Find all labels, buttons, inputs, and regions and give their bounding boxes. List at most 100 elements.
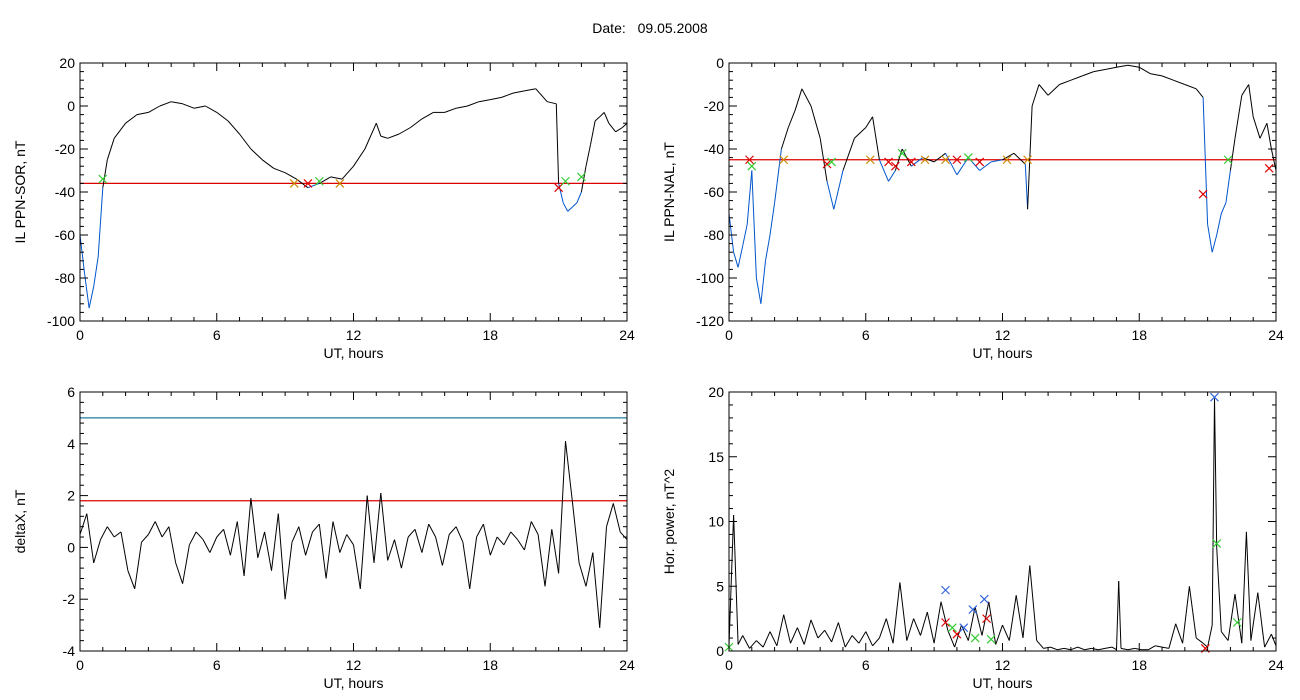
series-segment <box>1225 170 1231 203</box>
series-segment <box>1234 593 1243 644</box>
series-segment <box>1059 79 1072 85</box>
series-segment <box>113 122 126 139</box>
series-segment <box>512 90 525 94</box>
series-segment <box>1031 84 1040 107</box>
series-segment <box>551 529 560 574</box>
event-marker <box>1210 392 1219 402</box>
series-segment <box>774 148 782 203</box>
marker-stroke <box>906 157 916 167</box>
series-segment <box>312 523 320 533</box>
event-marker <box>289 178 299 188</box>
series-segment <box>555 103 560 184</box>
series-segment <box>872 637 880 647</box>
series-line <box>728 398 1277 651</box>
series-segment <box>262 159 274 169</box>
series-segment <box>478 99 491 103</box>
y-tick-label: -100 <box>696 270 724 286</box>
series-segment <box>257 531 266 558</box>
series-segment <box>1220 202 1227 214</box>
x-tick-label: 12 <box>346 327 362 343</box>
series-segment <box>1057 647 1065 651</box>
event-marker <box>561 176 570 186</box>
panel-hor-power: 0 6 12 18 24 0 5 10 15 20 UT, hours Hor. power, nT^… <box>661 384 1284 691</box>
series-segment <box>250 498 259 558</box>
series-segment <box>803 619 812 645</box>
x-tick-label: 18 <box>482 657 498 673</box>
series-segment <box>922 157 935 163</box>
y-tick-label: 0 <box>67 98 75 114</box>
event-marker <box>1264 163 1274 173</box>
series-segment <box>831 622 839 643</box>
y-tick-label: 5 <box>716 578 724 594</box>
series-segment <box>441 534 450 566</box>
y-tick-label: -40 <box>55 184 75 200</box>
series-segment <box>243 498 252 576</box>
y-axis-label: Hor. power, nT^2 <box>661 469 677 575</box>
series-segment <box>476 523 484 538</box>
marker-stroke <box>747 161 757 171</box>
series-segment <box>106 526 115 538</box>
marker-stroke <box>779 155 789 165</box>
panel-ppn-nal: 0 6 12 18 24 -120 -100 -80 -60 -40 -20 0 UT, hours IL… <box>661 55 1284 361</box>
series-segment <box>1195 637 1204 644</box>
series-segment <box>615 127 623 133</box>
series-segment <box>558 441 566 574</box>
series-segment <box>1050 646 1058 651</box>
series-segment <box>125 114 138 124</box>
y-axis-label: IL PPN-NAL, nT <box>661 142 677 242</box>
series-segment <box>375 123 382 137</box>
series-segment <box>762 631 771 648</box>
series-segment <box>380 135 388 139</box>
y-tick-label: 0 <box>716 55 724 71</box>
event-marker <box>827 157 836 167</box>
marker-stroke <box>303 178 313 188</box>
x-tick-label: 0 <box>76 657 84 673</box>
series-segment <box>981 601 990 636</box>
marker-stroke <box>1264 163 1274 173</box>
series-segment <box>603 112 610 124</box>
series-segment <box>920 611 928 636</box>
event-marker <box>1198 189 1208 199</box>
series-segment <box>910 157 924 167</box>
event-marker <box>822 159 832 169</box>
event-marker <box>979 594 989 604</box>
marker-stroke <box>865 155 875 165</box>
series-segment <box>988 601 997 645</box>
marker-stroke <box>1210 392 1219 402</box>
series-segment <box>1105 646 1112 649</box>
series-segment <box>585 144 591 167</box>
series-segment <box>517 539 525 551</box>
series-segment <box>1270 634 1277 646</box>
series-segment <box>878 618 887 639</box>
series-segment <box>760 260 766 304</box>
event-marker <box>963 153 973 163</box>
series-segment <box>865 116 874 128</box>
x-tick-label: 12 <box>346 657 362 673</box>
x-tick-label: 18 <box>1131 327 1147 343</box>
series-segment <box>86 513 95 563</box>
series-segment <box>1134 647 1142 651</box>
series-segment <box>947 630 956 648</box>
series-segment <box>571 500 580 563</box>
event-marker <box>947 623 957 633</box>
series-segment <box>749 640 757 649</box>
series-segment <box>769 631 778 647</box>
series-segment <box>1127 64 1140 68</box>
series-segment <box>421 111 434 120</box>
series-segment <box>1245 531 1252 641</box>
y-tick-label: 20 <box>59 55 75 71</box>
series-segment <box>1015 595 1024 639</box>
series-segment <box>88 286 95 309</box>
series-segment <box>945 153 958 176</box>
marker-stroke <box>952 155 962 165</box>
series-segment <box>1182 586 1190 644</box>
series-segment <box>612 503 621 533</box>
y-tick-label: -60 <box>704 184 724 200</box>
series-segment <box>489 536 498 556</box>
series-segment <box>728 514 735 646</box>
series-segment <box>1195 88 1204 98</box>
series-segment <box>380 492 389 561</box>
series-segment <box>102 159 108 188</box>
x-axis-label: UT, hours <box>324 345 384 361</box>
series-segment <box>100 526 108 540</box>
